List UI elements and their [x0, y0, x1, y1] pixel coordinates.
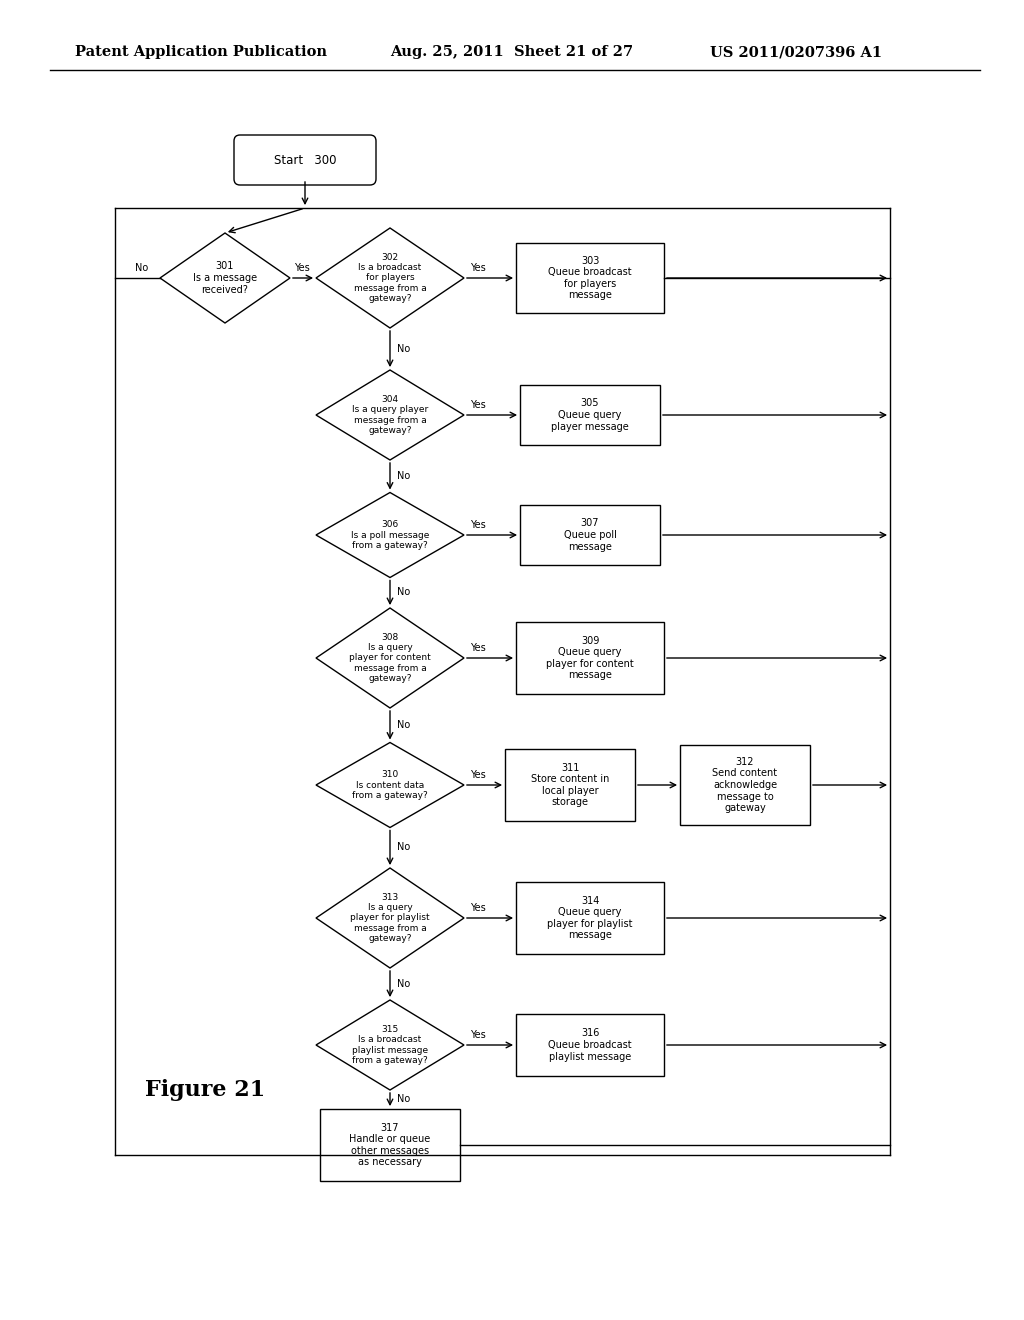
Text: 305
Queue query
player message: 305 Queue query player message — [551, 399, 629, 432]
Text: No: No — [397, 471, 411, 480]
Text: 316
Queue broadcast
playlist message: 316 Queue broadcast playlist message — [548, 1028, 632, 1061]
Text: 315
Is a broadcast
playlist message
from a gateway?: 315 Is a broadcast playlist message from… — [352, 1024, 428, 1065]
Text: 310
Is content data
from a gateway?: 310 Is content data from a gateway? — [352, 770, 428, 800]
Bar — [516, 622, 664, 694]
Text: Start   300: Start 300 — [273, 153, 336, 166]
Text: 311
Store content in
local player
storage: 311 Store content in local player storag… — [530, 763, 609, 808]
Text: 301
Is a message
received?: 301 Is a message received? — [193, 261, 257, 294]
Bar — [319, 1109, 460, 1181]
Text: No: No — [397, 345, 411, 354]
Bar — [520, 506, 660, 565]
Text: 312
Send content
acknowledge
message to
gateway: 312 Send content acknowledge message to … — [713, 756, 777, 813]
Text: Yes: Yes — [470, 400, 485, 411]
Text: No: No — [397, 1094, 411, 1104]
Text: No: No — [397, 719, 411, 730]
Bar — [516, 243, 664, 313]
Text: No: No — [397, 979, 411, 989]
Bar — [520, 385, 660, 445]
Text: Patent Application Publication: Patent Application Publication — [75, 45, 327, 59]
Text: Figure 21: Figure 21 — [145, 1078, 265, 1101]
Text: 317
Handle or queue
other messages
as necessary: 317 Handle or queue other messages as ne… — [349, 1122, 431, 1167]
Text: 306
Is a poll message
from a gateway?: 306 Is a poll message from a gateway? — [351, 520, 429, 550]
Bar — [680, 744, 810, 825]
Text: 314
Queue query
player for playlist
message: 314 Queue query player for playlist mess… — [547, 895, 633, 940]
Text: Aug. 25, 2011  Sheet 21 of 27: Aug. 25, 2011 Sheet 21 of 27 — [390, 45, 633, 59]
Text: No: No — [397, 587, 411, 597]
Text: Yes: Yes — [470, 643, 485, 653]
Text: 302
Is a broadcast
for players
message from a
gateway?: 302 Is a broadcast for players message f… — [353, 252, 426, 304]
Text: Yes: Yes — [470, 903, 485, 913]
Text: No: No — [397, 842, 411, 851]
Text: Yes: Yes — [470, 1030, 485, 1040]
Text: 307
Queue poll
message: 307 Queue poll message — [563, 519, 616, 552]
Text: Yes: Yes — [470, 770, 485, 780]
Text: Yes: Yes — [470, 263, 485, 273]
Text: 304
Is a query player
message from a
gateway?: 304 Is a query player message from a gat… — [352, 395, 428, 436]
Text: 308
Is a query
player for content
message from a
gateway?: 308 Is a query player for content messag… — [349, 632, 431, 684]
Text: 303
Queue broadcast
for players
message: 303 Queue broadcast for players message — [548, 256, 632, 301]
Bar — [505, 748, 635, 821]
Text: 313
Is a query
player for playlist
message from a
gateway?: 313 Is a query player for playlist messa… — [350, 892, 430, 944]
Bar — [516, 882, 664, 954]
Text: Yes: Yes — [470, 520, 485, 531]
Bar — [516, 1014, 664, 1076]
Text: No: No — [135, 263, 148, 273]
Text: US 2011/0207396 A1: US 2011/0207396 A1 — [710, 45, 882, 59]
Text: Yes: Yes — [294, 263, 310, 273]
Text: 309
Queue query
player for content
message: 309 Queue query player for content messa… — [546, 636, 634, 680]
